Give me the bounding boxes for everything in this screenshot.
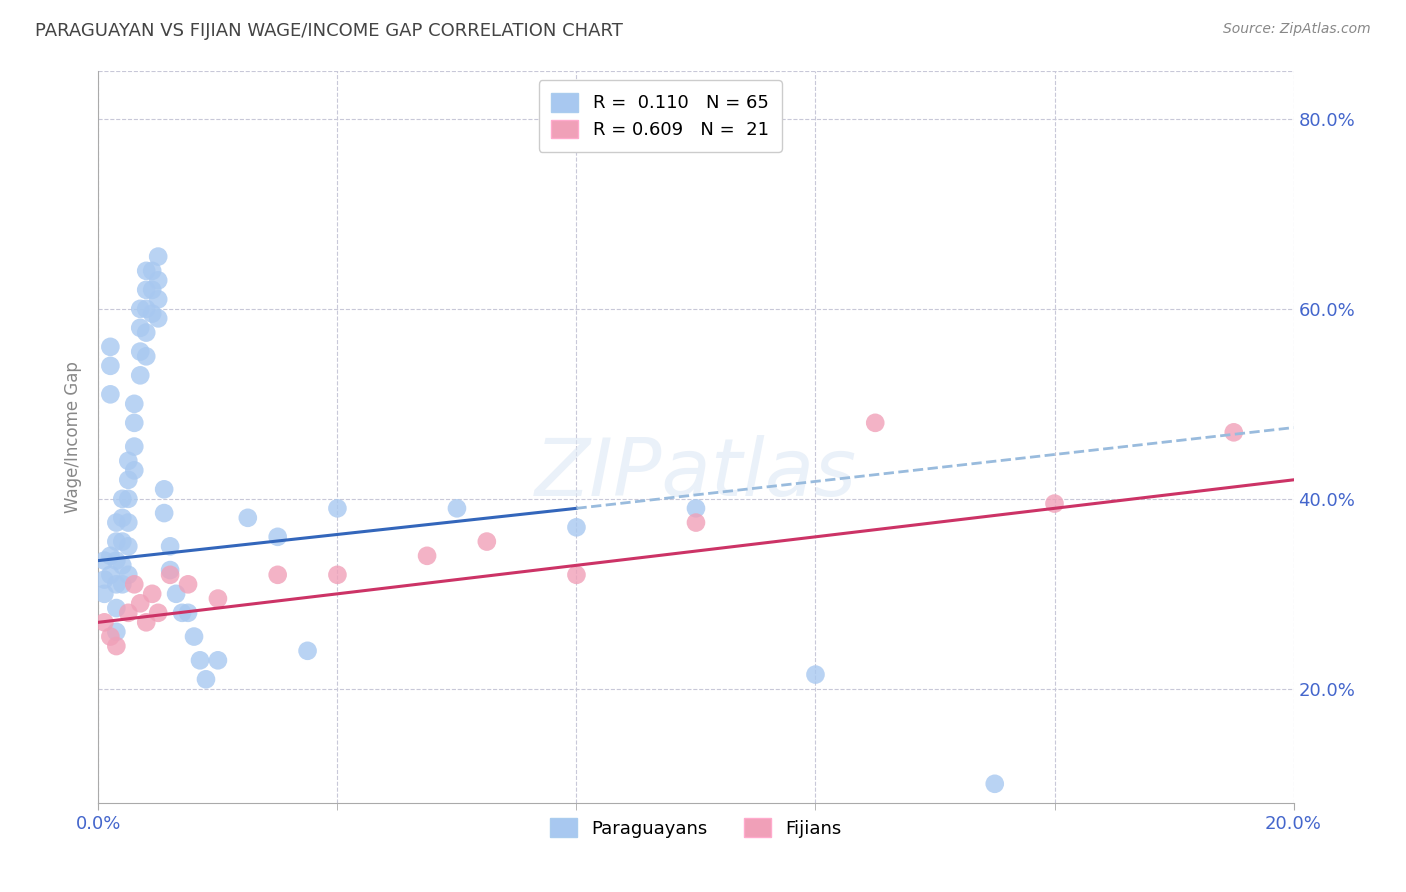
Point bbox=[105, 601, 128, 615]
Point bbox=[165, 587, 187, 601]
Point bbox=[195, 673, 218, 687]
Point bbox=[804, 667, 827, 681]
Point bbox=[117, 491, 139, 506]
Point bbox=[685, 501, 707, 516]
Point bbox=[177, 577, 200, 591]
Point bbox=[141, 307, 163, 321]
Point bbox=[326, 567, 349, 582]
Point bbox=[98, 549, 122, 563]
Point bbox=[1223, 425, 1246, 440]
Point bbox=[267, 567, 290, 582]
Y-axis label: Wage/Income Gap: Wage/Income Gap bbox=[65, 361, 83, 513]
Point bbox=[565, 567, 588, 582]
Point bbox=[93, 573, 115, 587]
Point bbox=[117, 473, 139, 487]
Point bbox=[98, 359, 122, 373]
Text: Source: ZipAtlas.com: Source: ZipAtlas.com bbox=[1223, 22, 1371, 37]
Point bbox=[153, 483, 176, 497]
Point bbox=[117, 454, 139, 468]
Point bbox=[475, 534, 498, 549]
Point bbox=[207, 591, 229, 606]
Point bbox=[565, 520, 588, 534]
Point bbox=[111, 577, 134, 591]
Point bbox=[148, 311, 170, 326]
Point bbox=[129, 301, 152, 316]
Point bbox=[105, 577, 128, 591]
Point bbox=[111, 534, 134, 549]
Point bbox=[111, 558, 134, 573]
Point bbox=[117, 516, 139, 530]
Point bbox=[446, 501, 468, 516]
Point bbox=[129, 321, 152, 335]
Point bbox=[124, 397, 146, 411]
Point bbox=[105, 639, 128, 653]
Point bbox=[135, 615, 157, 630]
Point bbox=[135, 349, 157, 363]
Point bbox=[148, 293, 170, 307]
Point bbox=[153, 506, 176, 520]
Point bbox=[129, 344, 152, 359]
Point bbox=[135, 301, 157, 316]
Point bbox=[159, 567, 181, 582]
Point bbox=[865, 416, 887, 430]
Point bbox=[98, 340, 122, 354]
Point bbox=[267, 530, 290, 544]
Point bbox=[1043, 497, 1066, 511]
Point bbox=[93, 615, 115, 630]
Point bbox=[177, 606, 200, 620]
Point bbox=[135, 264, 157, 278]
Text: PARAGUAYAN VS FIJIAN WAGE/INCOME GAP CORRELATION CHART: PARAGUAYAN VS FIJIAN WAGE/INCOME GAP COR… bbox=[35, 22, 623, 40]
Point bbox=[98, 630, 122, 644]
Point bbox=[105, 534, 128, 549]
Point bbox=[236, 511, 259, 525]
Point bbox=[124, 463, 146, 477]
Point bbox=[183, 630, 205, 644]
Point bbox=[188, 653, 211, 667]
Point bbox=[105, 624, 128, 639]
Point bbox=[129, 596, 152, 610]
Point bbox=[124, 416, 146, 430]
Point bbox=[141, 264, 163, 278]
Point bbox=[297, 644, 319, 658]
Point bbox=[141, 587, 163, 601]
Point bbox=[111, 511, 134, 525]
Point bbox=[148, 606, 170, 620]
Text: ZIPatlas: ZIPatlas bbox=[534, 434, 858, 513]
Point bbox=[685, 516, 707, 530]
Point bbox=[207, 653, 229, 667]
Point bbox=[117, 539, 139, 553]
Point bbox=[93, 587, 115, 601]
Point bbox=[172, 606, 194, 620]
Point bbox=[98, 567, 122, 582]
Point bbox=[117, 567, 139, 582]
Point bbox=[117, 606, 139, 620]
Point bbox=[159, 539, 181, 553]
Point bbox=[135, 283, 157, 297]
Point bbox=[326, 501, 349, 516]
Point bbox=[135, 326, 157, 340]
Point bbox=[159, 563, 181, 577]
Point bbox=[148, 250, 170, 264]
Legend: Paraguayans, Fijians: Paraguayans, Fijians bbox=[543, 811, 849, 845]
Point bbox=[416, 549, 439, 563]
Point bbox=[124, 440, 146, 454]
Point bbox=[129, 368, 152, 383]
Point bbox=[984, 777, 1007, 791]
Point bbox=[105, 516, 128, 530]
Point bbox=[148, 273, 170, 287]
Point bbox=[93, 553, 115, 567]
Point bbox=[98, 387, 122, 401]
Point bbox=[105, 553, 128, 567]
Point bbox=[111, 491, 134, 506]
Point bbox=[141, 283, 163, 297]
Point bbox=[124, 577, 146, 591]
